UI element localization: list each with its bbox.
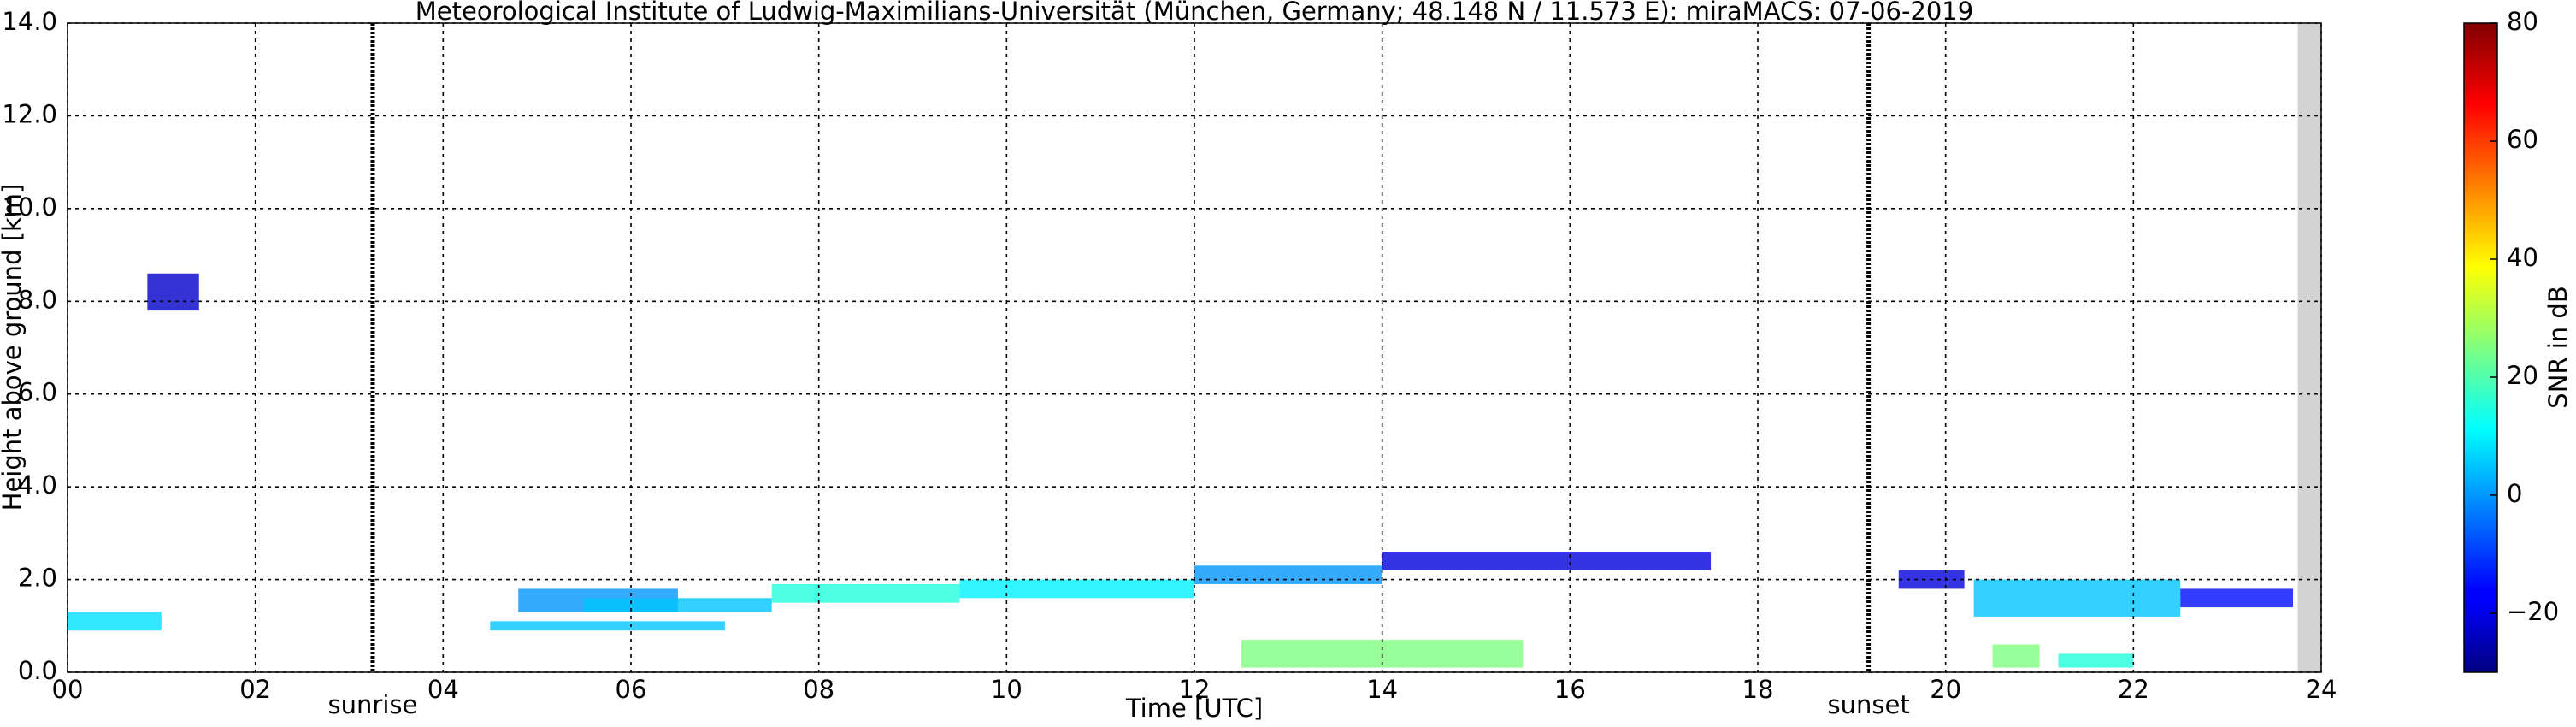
x-tick-label: 12 [1179,675,1211,704]
marker-label: sunset [1828,690,1910,719]
y-tick-label: 8.0 [18,285,57,314]
x-tick-label: 14 [1366,675,1398,704]
x-tick-label: 02 [239,675,271,704]
echo [2180,588,2294,608]
x-tick-label: 00 [52,675,84,704]
echo [1973,579,2181,617]
x-axis-label: Time [UTC] [1125,694,1263,723]
y-tick-label: 0.0 [18,656,57,685]
plot-frame [67,22,2322,673]
colorbar-tick-label: 20 [2507,361,2538,390]
y-axis-label: Height above ground [km] [0,184,27,511]
x-tick-label: 10 [991,675,1023,704]
y-tick-label: 10.0 [2,192,57,222]
x-tick-label: 18 [1742,675,1774,704]
echo [1382,552,1712,570]
echo [2058,653,2134,668]
x-tick-label: 08 [803,675,834,704]
echo [490,621,725,631]
colorbar [2463,22,2498,673]
echo [584,598,772,612]
x-tick-label: 20 [1930,675,1961,704]
colorbar-label: SNR in dB [2544,286,2573,408]
chart-title: Meteorological Institute of Ludwig-Maxim… [416,0,1973,26]
y-tick-label: 6.0 [18,378,57,407]
echo [771,583,960,603]
x-tick-label: 24 [2306,675,2337,704]
echo [1194,565,1382,584]
colorbar-tick-label: −20 [2507,597,2559,626]
echo [1992,644,2040,668]
echo [959,579,1194,599]
echo [68,612,162,631]
colorbar-tick-label: 40 [2507,243,2538,272]
y-tick-label: 14.0 [2,7,57,36]
colorbar-tick-label: 0 [2507,479,2522,508]
no-data-region [2297,23,2321,672]
y-tick-label: 2.0 [18,564,57,593]
x-tick-label: 06 [616,675,647,704]
x-tick-label: 04 [427,675,459,704]
y-tick-label: 12.0 [2,99,57,128]
y-tick-label: 4.0 [18,470,57,499]
echo [147,273,199,311]
x-tick-label: 16 [1554,675,1586,704]
x-tick-label: 22 [2118,675,2149,704]
marker-label: sunrise [328,690,418,719]
colorbar-tick-label: 60 [2507,125,2538,154]
colorbar-tick-label: 80 [2507,7,2538,36]
